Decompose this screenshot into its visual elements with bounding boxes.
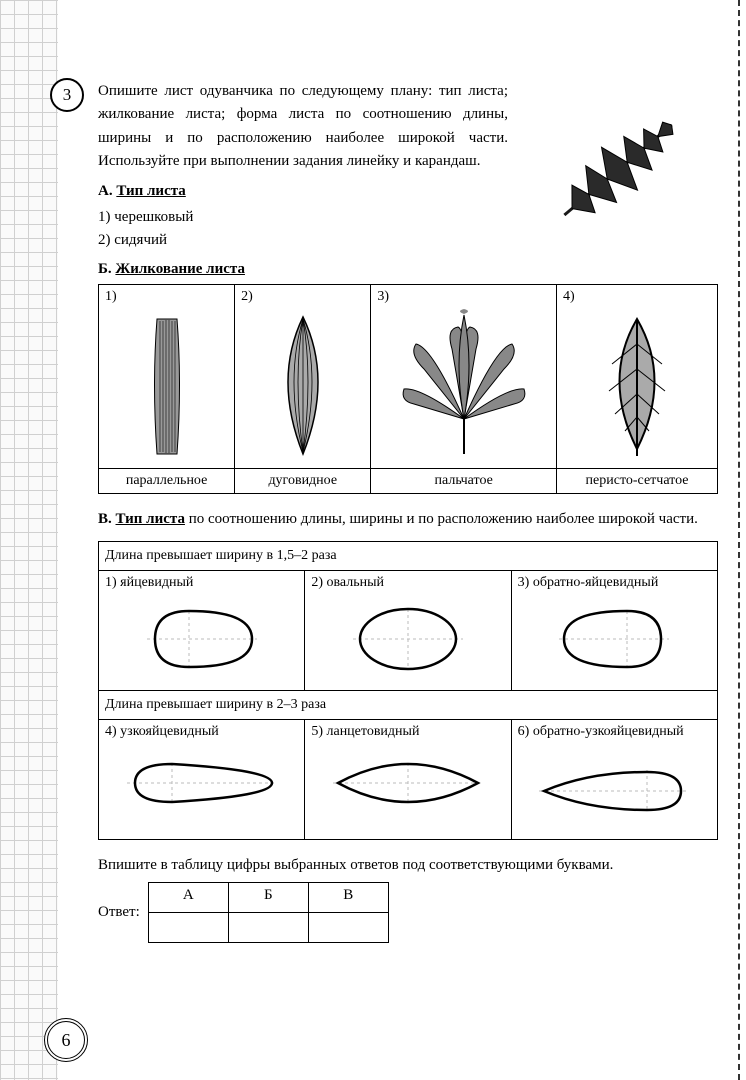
venation-3-num: 3) bbox=[377, 289, 550, 305]
answer-col-c: В bbox=[308, 883, 388, 913]
shape-table: Длина превышает ширину в 1,5–2 раза 1) я… bbox=[98, 541, 718, 840]
shape-4-label: 4) узкояйцевидный bbox=[105, 724, 298, 740]
answer-row: Ответ: А Б В bbox=[98, 882, 718, 943]
answer-cell-b[interactable] bbox=[228, 913, 308, 943]
page-number-badge: 6 bbox=[44, 1018, 88, 1062]
arc-venation-icon bbox=[263, 309, 343, 459]
venation-2-label: дуговидное bbox=[235, 469, 371, 494]
dandelion-leaf-image bbox=[518, 70, 718, 270]
notebook-grid-margin bbox=[0, 0, 58, 1080]
answer-label: Ответ: bbox=[98, 904, 140, 921]
question-number: 3 bbox=[63, 85, 72, 105]
section-c-rest: по соотношению длины, ширины и по распол… bbox=[185, 511, 698, 527]
obovate-shape-icon bbox=[539, 599, 689, 679]
answer-cell-a[interactable] bbox=[148, 913, 228, 943]
shape-1-label: 1) яйцевидный bbox=[105, 575, 298, 591]
shape-header-1: Длина превышает ширину в 1,5–2 раза bbox=[99, 541, 718, 570]
palmate-venation-icon bbox=[394, 309, 534, 459]
narrow-ovate-icon bbox=[117, 748, 287, 818]
shape-5-label: 5) ланцетовидный bbox=[311, 724, 504, 740]
venation-2-num: 2) bbox=[241, 289, 364, 305]
venation-4-label: перисто-сетчатое bbox=[557, 469, 718, 494]
oval-shape-icon bbox=[333, 599, 483, 679]
section-c-title: В. Тип листа по соотношению длины, ширин… bbox=[98, 508, 718, 531]
narrow-obovate-icon bbox=[529, 748, 699, 818]
venation-4-num: 4) bbox=[563, 289, 711, 305]
venation-1-label: параллельное bbox=[99, 469, 235, 494]
parallel-venation-icon bbox=[132, 309, 202, 459]
section-c-title-text: Тип листа bbox=[116, 511, 185, 527]
section-c-prefix: В. bbox=[98, 511, 116, 527]
answer-table: А Б В bbox=[148, 882, 389, 943]
venation-table: 1) 2) bbox=[98, 284, 718, 494]
shape-3-label: 3) обратно-яйцевидный bbox=[518, 575, 711, 591]
section-a-prefix: А. bbox=[98, 183, 116, 199]
pinnate-venation-icon bbox=[587, 309, 687, 459]
venation-3-label: пальчатое bbox=[371, 469, 557, 494]
right-dashed-border bbox=[738, 0, 740, 1080]
answer-col-b: Б bbox=[228, 883, 308, 913]
section-b-prefix: Б. bbox=[98, 261, 115, 277]
question-number-badge: 3 bbox=[50, 78, 84, 112]
section-b-title-text: Жилкование листа bbox=[115, 261, 245, 277]
ovate-shape-icon bbox=[127, 599, 277, 679]
answer-cell-c[interactable] bbox=[308, 913, 388, 943]
lanceolate-icon bbox=[323, 748, 493, 818]
page-number: 6 bbox=[62, 1030, 71, 1051]
shape-2-label: 2) овальный bbox=[311, 575, 504, 591]
section-a-title-text: Тип листа bbox=[116, 183, 185, 199]
answer-instruction: Впишите в таблицу цифры выбранных ответо… bbox=[98, 854, 718, 877]
venation-1-num: 1) bbox=[105, 289, 228, 305]
intro-block: Опишите лист одуванчика по следующему пл… bbox=[98, 80, 718, 173]
main-content: Опишите лист одуванчика по следующему пл… bbox=[98, 80, 718, 943]
shape-6-label: 6) обратно-узкояйцевидный bbox=[518, 724, 711, 740]
answer-col-a: А bbox=[148, 883, 228, 913]
shape-header-2: Длина превышает ширину в 2–3 раза bbox=[99, 690, 718, 719]
